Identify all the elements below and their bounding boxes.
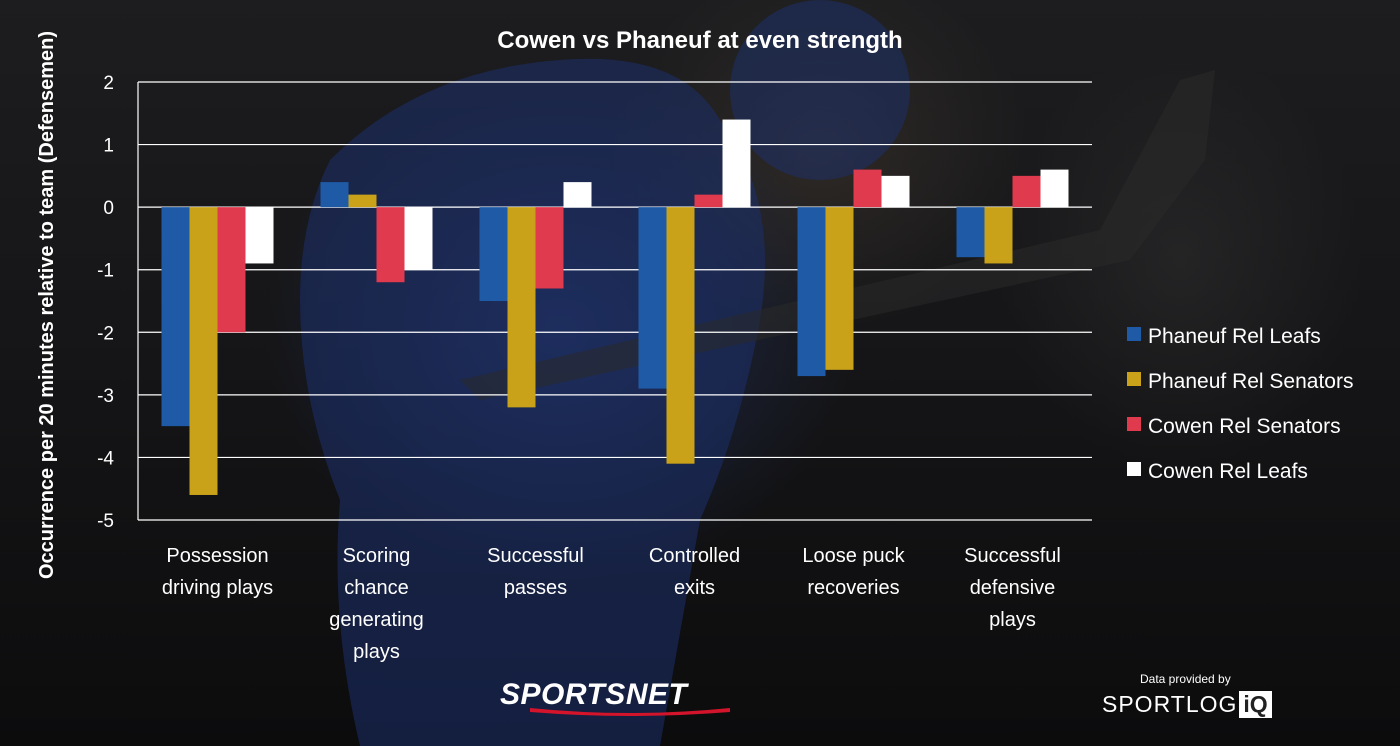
bar	[666, 207, 695, 464]
bar	[563, 182, 592, 208]
bar	[376, 207, 405, 283]
bar	[825, 207, 854, 370]
bar	[797, 207, 826, 377]
legend-label: Cowen Rel Senators	[1148, 415, 1341, 438]
category-label: Successful defensive plays	[964, 545, 1061, 631]
category-label-line: passes	[504, 577, 567, 599]
category-label-line: Loose puck	[802, 545, 905, 567]
player-helmet-shape	[730, 0, 910, 180]
legend-label: Cowen Rel Leafs	[1148, 460, 1308, 483]
bar	[881, 175, 910, 208]
bar	[1012, 175, 1041, 208]
category-label-line: defensive	[970, 577, 1056, 599]
legend-swatch	[1127, 462, 1141, 476]
category-label-line: Possession	[166, 545, 268, 567]
category-label-line: plays	[989, 609, 1036, 631]
y-tick-label: 1	[103, 136, 114, 157]
sportsnet-logo: SPORTSNET	[500, 678, 688, 711]
legend-label: Phaneuf Rel Leafs	[1148, 325, 1321, 348]
legend-swatch	[1127, 372, 1141, 386]
category-label-line: Successful	[964, 545, 1061, 567]
bar	[245, 207, 274, 264]
category-label-line: driving plays	[162, 577, 273, 599]
bar	[535, 207, 564, 289]
legend-swatch	[1127, 327, 1141, 341]
bar	[694, 194, 723, 208]
y-tick-label: 2	[103, 73, 114, 94]
legend-label: Phaneuf Rel Senators	[1148, 370, 1353, 393]
bar	[956, 207, 985, 258]
category-label: Controlled exits	[649, 545, 740, 599]
bar	[404, 207, 433, 270]
sportsnet-swoosh-icon	[530, 708, 730, 716]
bar	[638, 207, 667, 389]
bar	[507, 207, 536, 408]
category-label-line: plays	[353, 641, 400, 663]
category-label: Successful passes	[487, 545, 584, 599]
category-label-line: Scoring	[343, 545, 411, 567]
category-label: Loose puck recoveries	[802, 545, 905, 599]
bar	[984, 207, 1013, 264]
category-label-line: generating	[329, 609, 424, 631]
category-label-line: chance	[344, 577, 409, 599]
sportlogiq-logo: SPORTLOG iQ	[1102, 690, 1272, 718]
y-tick-label: -2	[97, 323, 114, 344]
gridlines	[137, 81, 1092, 521]
sportlogiq-logo-box: iQ	[1239, 690, 1272, 718]
bar	[320, 182, 349, 208]
bar	[161, 207, 190, 427]
category-label-line: Controlled	[649, 545, 740, 567]
bar	[348, 194, 377, 208]
legend-swatch	[1127, 417, 1141, 431]
category-label: Possession driving plays	[162, 545, 273, 599]
y-tick-label: -5	[97, 511, 114, 532]
category-label-line: Successful	[487, 545, 584, 567]
category-label-line: exits	[674, 577, 715, 599]
y-tick-label: -4	[97, 448, 114, 469]
category-label: Scoring chance generating plays	[329, 545, 424, 663]
bar-series	[161, 119, 1069, 495]
chart-title: Cowen vs Phaneuf at even strength	[497, 27, 902, 54]
sportlogiq-logo-text: SPORTLOG	[1102, 690, 1238, 717]
bar	[217, 207, 246, 333]
y-axis-label: Occurrence per 20 minutes relative to te…	[36, 31, 58, 579]
bar	[1040, 169, 1069, 208]
bar	[479, 207, 508, 301]
legend: Phaneuf Rel Leafs Phaneuf Rel Senators Cow…	[1127, 325, 1353, 483]
y-tick-label: -1	[97, 261, 114, 282]
bar	[853, 169, 882, 208]
category-labels: Possession driving plays Scoring chance gene…	[162, 545, 1061, 663]
bar	[722, 119, 751, 208]
bar	[189, 207, 218, 495]
y-tick-label: -3	[97, 386, 114, 407]
category-label-line: recoveries	[807, 577, 899, 599]
y-tick-label: 0	[103, 198, 114, 219]
data-credit-caption: Data provided by	[1140, 672, 1231, 686]
y-tick-labels: 2 1 0 -1 -2 -3 -4 -5	[97, 73, 114, 532]
